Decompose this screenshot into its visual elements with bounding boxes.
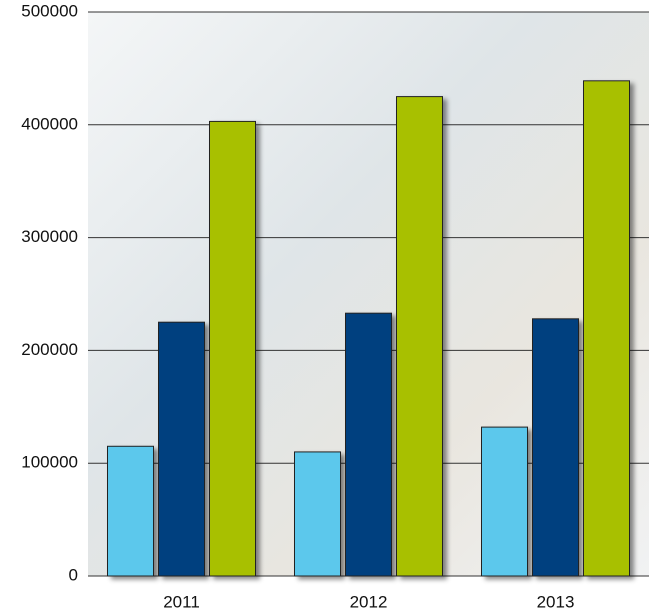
x-tick-label: 2013 — [537, 592, 575, 611]
y-tick-label: 300000 — [21, 227, 78, 246]
y-tick-label: 400000 — [21, 114, 78, 133]
y-tick-label: 500000 — [21, 1, 78, 20]
bar — [481, 426, 528, 577]
bar — [396, 96, 443, 577]
bar — [158, 321, 205, 577]
bar — [345, 312, 392, 577]
x-tick-label: 2011 — [163, 592, 200, 611]
bar — [209, 120, 256, 577]
y-tick-label: 200000 — [21, 340, 78, 359]
bar — [532, 318, 579, 577]
bar — [583, 80, 630, 577]
bar — [107, 445, 154, 577]
bar — [294, 451, 341, 577]
y-tick-label: 0 — [69, 565, 78, 584]
y-tick-label: 100000 — [21, 453, 78, 472]
x-tick-label: 2012 — [350, 592, 388, 611]
